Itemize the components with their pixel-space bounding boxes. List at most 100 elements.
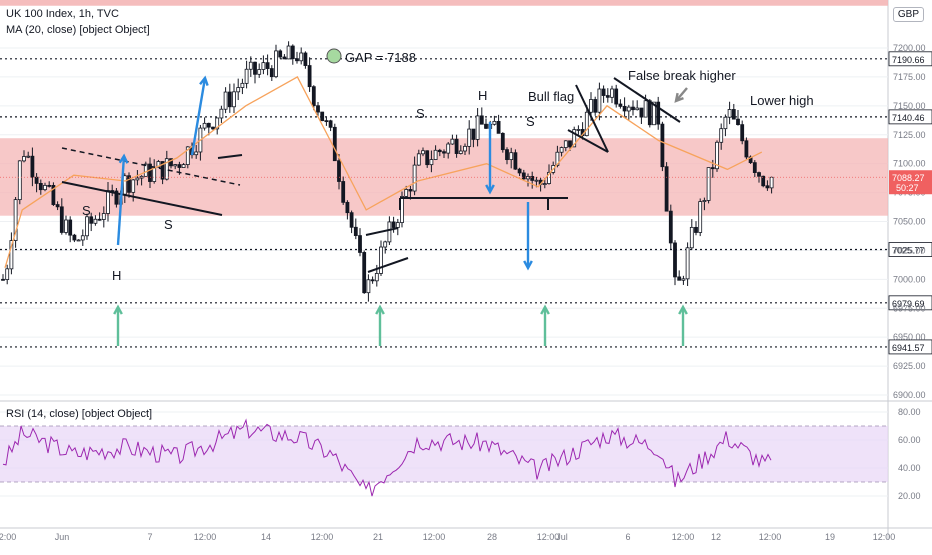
x-tick-label: 19: [825, 532, 835, 542]
annotation-label: Lower high: [750, 93, 814, 108]
candle-body: [362, 252, 367, 294]
candle-body: [425, 150, 430, 166]
price-level-tag: [888, 242, 932, 257]
candle-body: [244, 68, 249, 84]
currency-badge[interactable]: GBP: [892, 7, 924, 22]
candle-body: [614, 88, 619, 105]
annotation-label: S: [164, 217, 173, 232]
candle-body: [685, 247, 690, 280]
blue-arrow-down-head: [523, 260, 533, 271]
candle-body: [337, 160, 341, 182]
candle-body: [597, 88, 602, 113]
green-arrow-up-head: [375, 304, 385, 315]
y-tick-label: 6950.00: [893, 332, 926, 342]
candle-body: [694, 226, 698, 233]
flag-line: [365, 227, 399, 236]
candle-body: [635, 107, 640, 111]
candle-body: [643, 100, 648, 118]
candle-body: [366, 279, 371, 294]
candle-body: [534, 179, 539, 182]
candle-body: [421, 150, 425, 155]
x-tick-label: 14: [261, 532, 271, 542]
candle-body: [122, 175, 127, 195]
candle-body: [471, 128, 476, 140]
x-tick-label: Jul: [556, 532, 568, 542]
candle-body: [761, 175, 766, 187]
candle-body: [51, 185, 56, 205]
x-tick-label: 12:00: [423, 532, 446, 542]
candle-body: [433, 149, 438, 160]
green-arrow-up-head: [540, 304, 550, 315]
candle-body: [618, 103, 623, 107]
candle-body: [93, 218, 98, 224]
grey-arrow-head: [674, 92, 684, 103]
y-tick-label: 6975.00: [893, 303, 926, 313]
candle-body: [34, 176, 39, 184]
candle-body: [404, 189, 409, 197]
candle-body: [286, 45, 291, 60]
candle-body: [26, 155, 31, 158]
candle-body: [530, 176, 535, 181]
candle-body: [458, 150, 463, 154]
candle-body: [668, 210, 673, 244]
flag-line: [367, 257, 409, 273]
candle-body: [589, 99, 593, 113]
candle-body: [106, 190, 110, 214]
bull-flag-line: [567, 129, 609, 153]
candle-body: [85, 216, 89, 237]
rsi-band: [0, 426, 888, 482]
candle-body: [152, 166, 157, 182]
y-tick-label: 6900.00: [893, 390, 926, 400]
blue-arrow-up-head: [199, 75, 209, 86]
blue-arrow-up-head: [118, 153, 129, 164]
candle-body: [38, 183, 43, 191]
candle-body: [253, 61, 257, 75]
candle-body: [43, 184, 47, 191]
candle-body: [748, 156, 753, 164]
candle-body: [5, 268, 10, 280]
candle-body: [593, 99, 598, 113]
price-level-tag: [888, 339, 932, 355]
trendline: [217, 154, 243, 159]
current-price-tag: [889, 170, 932, 195]
annotation-label: S: [416, 106, 425, 121]
x-tick-label: 21: [373, 532, 383, 542]
candle-body: [408, 189, 413, 192]
candle-body: [55, 204, 60, 208]
candle-body: [148, 163, 152, 182]
trendline: [61, 181, 223, 216]
candle-body: [555, 151, 560, 166]
candle-body: [467, 128, 472, 147]
candle-body: [454, 138, 459, 154]
x-tick-label: 28: [487, 532, 497, 542]
candle-body: [295, 58, 299, 62]
y-tick-label: 7000.00: [893, 274, 926, 284]
candle-body: [412, 164, 417, 192]
candle-body: [248, 61, 253, 70]
price-level-label: 7190.66: [892, 55, 925, 65]
price-level-label: 7025.77: [892, 246, 925, 256]
candle-body: [370, 279, 375, 282]
candle-body: [757, 172, 761, 177]
candle-body: [584, 111, 589, 137]
candle-body: [9, 240, 14, 270]
candle-body: [215, 117, 220, 130]
candle-body: [719, 128, 724, 143]
chart-title: UK 100 Index, 1h, TVC: [6, 8, 119, 20]
candle-body: [723, 116, 728, 130]
candle-body: [328, 120, 333, 128]
candle-body: [173, 164, 178, 167]
x-tick-label: 12:00: [537, 532, 560, 542]
candle-body: [80, 235, 85, 241]
candle-body: [164, 158, 169, 180]
candle-body: [479, 115, 484, 125]
candle-body: [1, 278, 5, 281]
candle-body: [526, 176, 530, 180]
candle-body: [194, 151, 199, 156]
candle-body: [227, 91, 232, 108]
candle-body: [345, 201, 350, 214]
countdown-label: 50:27: [896, 183, 919, 193]
candle-body: [568, 140, 572, 148]
candle-body: [143, 163, 148, 177]
candle-body: [156, 161, 161, 168]
